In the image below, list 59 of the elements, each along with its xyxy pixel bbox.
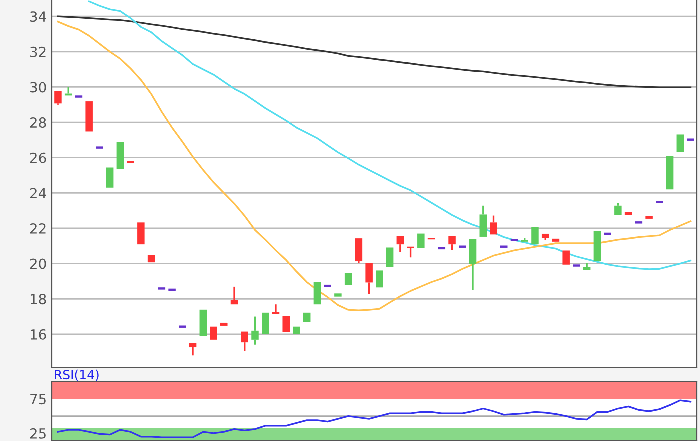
- candlestick: [448, 236, 456, 251]
- candlestick: [54, 91, 62, 106]
- y-tick-label: 25: [30, 428, 46, 439]
- y-tick-label: 26: [30, 152, 46, 164]
- candlestick: [334, 294, 342, 297]
- y-tick-label: 32: [30, 46, 46, 58]
- candlestick: [666, 156, 674, 190]
- candlestick: [262, 312, 270, 334]
- line-series: [57, 21, 692, 312]
- line-series: [57, 400, 692, 438]
- candlestick: [418, 234, 425, 248]
- line-series: [57, 16, 692, 88]
- candlestick: [624, 212, 632, 216]
- candlestick: [532, 227, 539, 245]
- y-tick-label: 22: [30, 223, 46, 234]
- candlestick: [521, 237, 528, 242]
- line-series: [88, 0, 692, 270]
- y-tick-label: 24: [30, 188, 46, 198]
- y-tick-label: 20: [30, 258, 46, 270]
- candlestick: [396, 236, 404, 254]
- y-tick-label: 18: [30, 294, 46, 305]
- candlestick: [106, 168, 114, 188]
- candlestick: [594, 232, 602, 262]
- y-tick-label: 16: [30, 329, 46, 340]
- candlestick: [407, 246, 414, 258]
- candlestick: [116, 142, 124, 169]
- candlestick: [676, 134, 684, 152]
- candlestick: [282, 316, 290, 333]
- candlestick: [469, 239, 477, 292]
- y-tick-label: 34: [30, 12, 46, 22]
- candlestick: [614, 202, 622, 216]
- candlestick: [314, 282, 322, 305]
- candlestick: [220, 322, 228, 326]
- candlestick: [293, 326, 300, 334]
- candlestick: [252, 316, 259, 346]
- candlestick: [138, 222, 145, 245]
- candlestick: [562, 250, 570, 265]
- candlestick: [230, 286, 238, 305]
- candlestick: [272, 304, 280, 314]
- chart-title: RSI(14): [55, 370, 99, 382]
- candlestick: [148, 255, 156, 263]
- candlestick: [552, 238, 560, 242]
- candlestick: [210, 326, 218, 340]
- y-tick-label: 30: [30, 82, 46, 93]
- candlestick: [386, 248, 394, 268]
- candlestick: [241, 332, 249, 352]
- candlestick: [189, 343, 197, 356]
- candlestick: [344, 273, 352, 286]
- candlestick: [646, 216, 653, 219]
- candlestick: [366, 263, 373, 296]
- y-tick-label: 75: [30, 394, 46, 405]
- candlestick: [542, 234, 550, 242]
- y-tick-label: 28: [30, 118, 46, 128]
- candlestick: [200, 310, 208, 336]
- candlestick: [86, 102, 93, 132]
- candlestick: [303, 312, 311, 322]
- candlestick: [355, 238, 363, 264]
- candlestick: [376, 270, 384, 288]
- candlestick: [583, 262, 591, 270]
